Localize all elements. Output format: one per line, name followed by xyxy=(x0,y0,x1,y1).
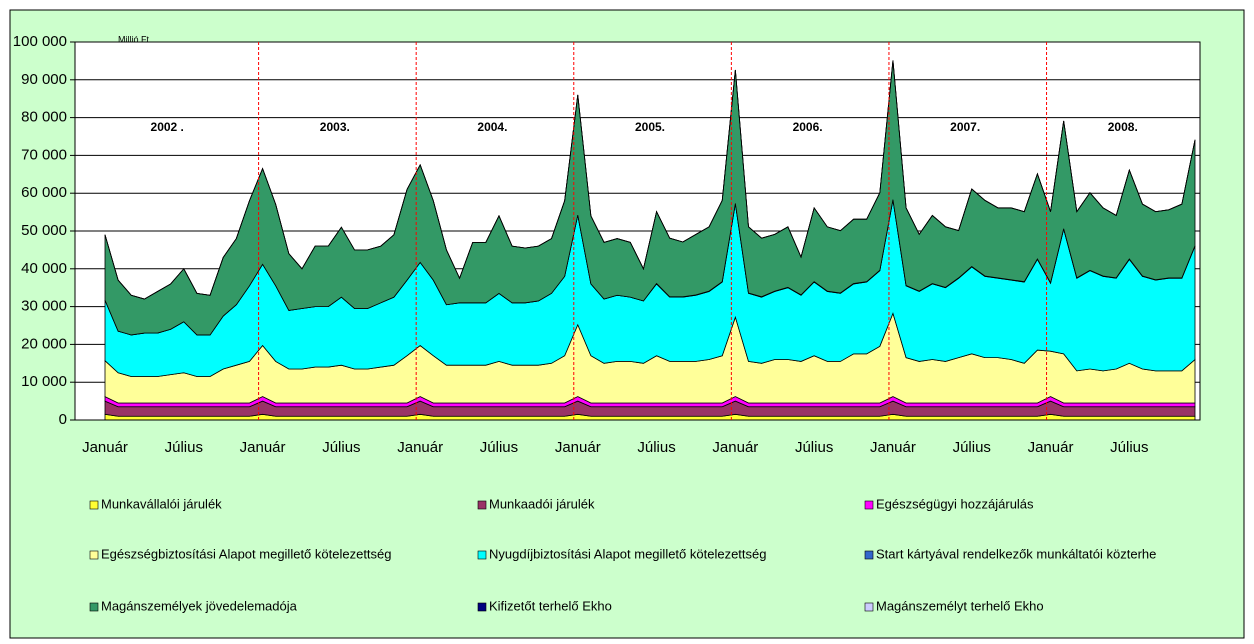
legend-label: Munkaadói járulék xyxy=(489,496,595,511)
year-label: 2002 . xyxy=(151,120,184,134)
y-tick-label: 60 000 xyxy=(21,184,67,201)
x-tick-label: Július xyxy=(795,439,833,456)
x-tick-label: Július xyxy=(953,439,991,456)
year-label: 2006. xyxy=(793,120,823,134)
area xyxy=(104,60,1196,300)
x-tick-label: Január xyxy=(240,439,286,456)
x-tick-label: Július xyxy=(637,439,675,456)
legend-swatch xyxy=(864,500,874,510)
x-tick-label: Július xyxy=(480,439,518,456)
legend-label: Magánszemélyt terhelő Ekho xyxy=(876,598,1044,613)
year-label: 2005. xyxy=(635,120,665,134)
legend-swatch xyxy=(89,550,99,560)
y-tick-label: 80 000 xyxy=(21,109,67,126)
unit-label: Millió Ft xyxy=(118,34,149,44)
year-label: 2007. xyxy=(950,120,980,134)
legend-swatch xyxy=(477,550,487,560)
x-tick-label: Január xyxy=(870,439,916,456)
y-tick-label: 20 000 xyxy=(21,335,67,352)
legend-swatch xyxy=(864,550,874,560)
x-tick-label: Július xyxy=(322,439,360,456)
legend-swatch xyxy=(864,602,874,612)
y-tick-label: 90 000 xyxy=(21,71,67,88)
legend-label: Kifizetőt terhelő Ekho xyxy=(489,598,612,613)
x-tick-label: Január xyxy=(712,439,758,456)
legend-swatch xyxy=(477,602,487,612)
year-label: 2004. xyxy=(477,120,507,134)
legend-label: Start kártyával rendelkezők munkáltatói … xyxy=(876,546,1156,561)
legend-label: Munkavállalói járulék xyxy=(101,496,222,511)
y-tick-label: 0 xyxy=(59,411,67,428)
x-tick-label: Január xyxy=(1028,439,1074,456)
y-tick-label: 10 000 xyxy=(21,373,67,390)
y-tick-label: 30 000 xyxy=(21,298,67,315)
year-label: 2003. xyxy=(320,120,350,134)
legend-label: Magánszemélyek jövedelemadója xyxy=(101,598,298,613)
legend-label: Egészségbiztosítási Alapot megillető köt… xyxy=(101,546,392,561)
y-tick-label: 40 000 xyxy=(21,260,67,277)
y-tick-label: 100 000 xyxy=(13,33,67,50)
legend-label: Egészségügyi hozzájárulás xyxy=(876,496,1034,511)
y-tick-label: 50 000 xyxy=(21,222,67,239)
legend-swatch xyxy=(477,500,487,510)
x-tick-label: Július xyxy=(1110,439,1148,456)
x-tick-label: Január xyxy=(397,439,443,456)
x-tick-label: Július xyxy=(165,439,203,456)
year-label: 2008. xyxy=(1108,120,1138,134)
y-tick-label: 70 000 xyxy=(21,146,67,163)
legend-swatch xyxy=(89,500,99,510)
x-tick-label: Január xyxy=(555,439,601,456)
x-tick-label: Január xyxy=(82,439,128,456)
legend-label: Nyugdíjbiztosítási Alapot megillető köte… xyxy=(489,546,767,561)
legend-swatch xyxy=(89,602,99,612)
